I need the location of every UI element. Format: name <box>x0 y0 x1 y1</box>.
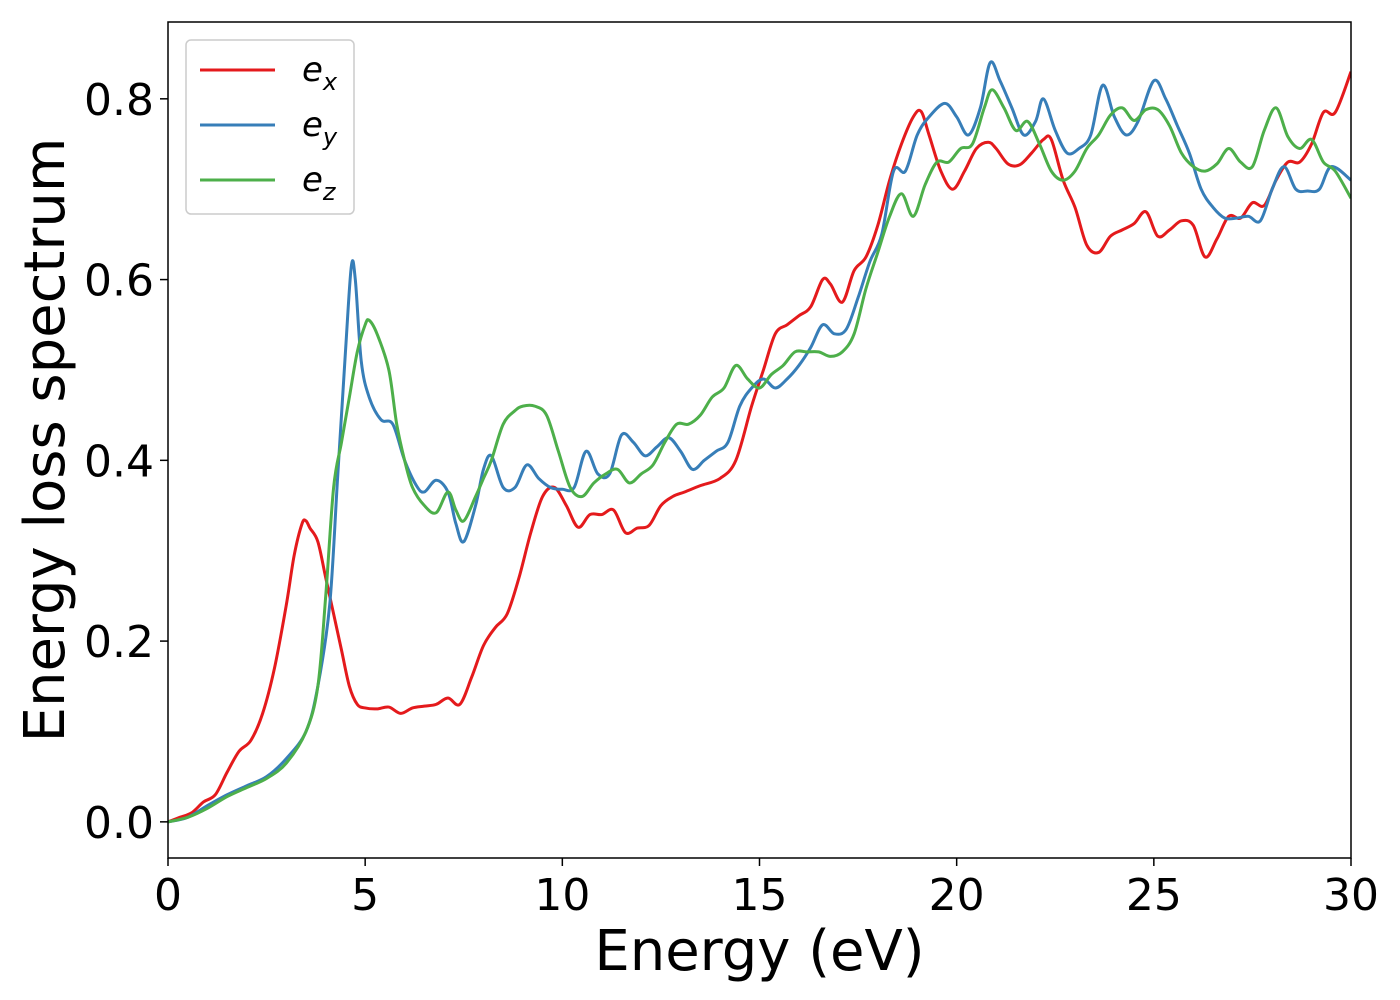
x-axis-label: Energy (eV) <box>594 919 924 984</box>
x-tick-label: 0 <box>154 870 182 921</box>
x-tick-label: 5 <box>351 870 379 921</box>
y-axis-label: Energy loss spectrum <box>13 138 78 743</box>
x-tick-label: 30 <box>1323 870 1379 921</box>
x-tick-label: 25 <box>1126 870 1182 921</box>
x-axis: 0 5 10 15 20 25 30 <box>154 858 1379 921</box>
y-axis: 0.0 0.2 0.4 0.6 0.8 <box>84 75 168 849</box>
series-line-x <box>168 71 1351 824</box>
y-tick-label: 0.0 <box>84 798 154 849</box>
legend-label-z: ez <box>302 160 337 206</box>
y-tick-label: 0.4 <box>84 436 154 487</box>
y-tick-label: 0.8 <box>84 75 154 126</box>
y-tick-label: 0.6 <box>84 256 154 307</box>
legend-label-y: ey <box>302 105 338 151</box>
x-tick-label: 20 <box>929 870 985 921</box>
legend-box <box>185 39 355 215</box>
x-tick-label: 15 <box>732 870 788 921</box>
series-layer <box>168 60 1351 824</box>
legend: ex ey ez <box>185 39 355 215</box>
legend-label-x: ex <box>302 50 338 96</box>
series-line-z <box>168 88 1351 824</box>
y-tick-label: 0.2 <box>84 617 154 668</box>
x-tick-label: 10 <box>534 870 590 921</box>
